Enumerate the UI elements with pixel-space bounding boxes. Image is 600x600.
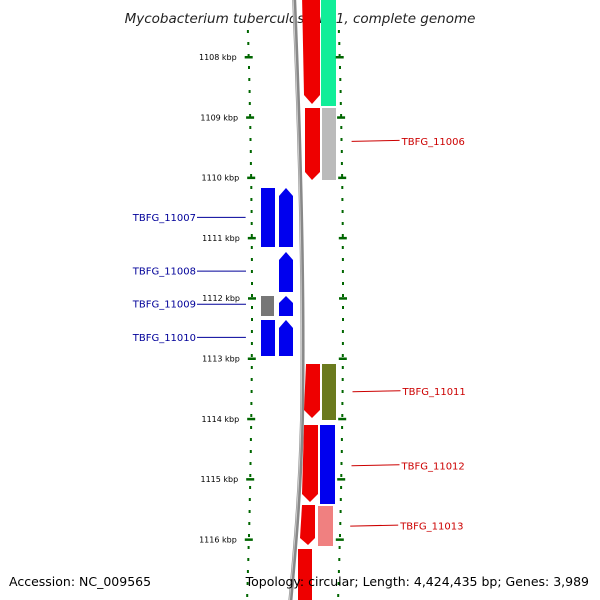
tick-mark-inner [247, 417, 256, 421]
tick-label: 1110 kbp [201, 174, 239, 183]
gene-label-group[interactable]: TBFG_11007 [132, 213, 246, 224]
gene-leader-line [351, 464, 400, 467]
gene-label-group[interactable]: TBFG_11010 [132, 333, 246, 344]
tick-mark-outer [337, 116, 346, 119]
tick-mark-outer [338, 176, 347, 180]
tick-mark-inner [247, 176, 256, 180]
tick-mark-outer [339, 297, 347, 300]
genome-summary-text: Topology: circular; Length: 4,424,435 bp… [245, 574, 589, 589]
gene-labels: TBFG_11006 TBFG_11007 TBFG_11008 TBFG_11009… [132, 137, 466, 533]
cds-reverse-2[interactable] [279, 188, 293, 247]
gene-leader-line [351, 139, 400, 142]
tick-mark-outer [337, 478, 346, 481]
gene-label[interactable]: TBFG_11006 [401, 137, 465, 148]
cog-feature-3[interactable] [322, 364, 336, 420]
cds-reverse-7[interactable] [279, 320, 293, 356]
gene-label-group[interactable]: TBFG_11013 [350, 522, 463, 533]
tick-mark-inner [247, 357, 256, 360]
tick-mark-inner [248, 297, 256, 300]
gene-label-group[interactable]: TBFG_11012 [351, 461, 465, 472]
gene-label-group[interactable]: TBFG_11008 [132, 267, 246, 278]
gene-label-group[interactable]: TBFG_11009 [132, 300, 246, 311]
map-title: Mycobacterium tuberculosis F11, complete… [125, 11, 476, 27]
cog-feature-4[interactable] [320, 425, 335, 504]
gene-leader-line [350, 524, 399, 527]
tick-mark-inner [246, 478, 255, 481]
tick-label: 1114 kbp [201, 415, 239, 424]
tick-mark-outer [338, 236, 347, 240]
tick-mark-outer [338, 417, 347, 421]
tick-label: 1109 kbp [200, 113, 238, 122]
cds-forward-4[interactable] [302, 425, 318, 502]
position-ticks: 1108 kbp 1109 kbp 1110 kbp 1111 kbp 1112 kbp… [199, 53, 347, 544]
forward-features [298, 0, 320, 600]
gene-label[interactable]: TBFG_11009 [132, 300, 196, 311]
gene-label-group[interactable]: TBFG_11011 [352, 387, 466, 398]
gene-label[interactable]: TBFG_11010 [132, 333, 196, 344]
reverse-features [261, 188, 293, 356]
gene-leader-line [352, 390, 401, 393]
cds-forward-3[interactable] [304, 364, 320, 418]
cds-reverse-3[interactable] [279, 252, 293, 292]
gene-label-group[interactable]: TBFG_11006 [351, 137, 465, 148]
tick-guides [246, 30, 344, 597]
cds-reverse-5[interactable] [279, 296, 293, 316]
cds-reverse-1[interactable] [261, 188, 275, 247]
tick-label: 1113 kbp [202, 355, 240, 364]
gene-label[interactable]: TBFG_11013 [399, 522, 463, 533]
tick-mark-inner [247, 236, 256, 240]
tick-label: 1112 kbp [202, 294, 240, 303]
cog-feature-1[interactable] [321, 0, 336, 106]
cog-feature-5[interactable] [318, 506, 333, 546]
cds-forward-2[interactable] [305, 108, 320, 180]
genome-backbone [288, 0, 305, 600]
gene-label[interactable]: TBFG_11007 [132, 213, 196, 224]
gene-label[interactable]: TBFG_11011 [402, 387, 466, 398]
tick-mark-outer [335, 538, 344, 541]
accession-text: Accession: NC_009565 [9, 574, 151, 589]
gene-label[interactable]: TBFG_11008 [132, 267, 196, 278]
cds-forward-5[interactable] [300, 505, 315, 545]
cog-features [318, 0, 336, 546]
cds-reverse-4[interactable] [261, 296, 274, 316]
cds-forward-1[interactable] [302, 0, 320, 104]
cog-feature-2[interactable] [322, 108, 336, 180]
tick-mark-inner [244, 538, 253, 541]
tick-label: 1111 kbp [202, 234, 240, 243]
tick-mark-outer [335, 56, 344, 59]
tick-label: 1108 kbp [199, 53, 237, 62]
tick-mark-outer [338, 357, 347, 360]
tick-label: 1116 kbp [199, 535, 237, 544]
cds-reverse-6[interactable] [261, 320, 275, 356]
tick-mark-inner [246, 116, 255, 119]
tick-label: 1115 kbp [200, 475, 238, 484]
cds-forward-6[interactable] [298, 549, 312, 600]
gene-label[interactable]: TBFG_11012 [401, 461, 465, 472]
tick-mark-inner [244, 56, 253, 59]
